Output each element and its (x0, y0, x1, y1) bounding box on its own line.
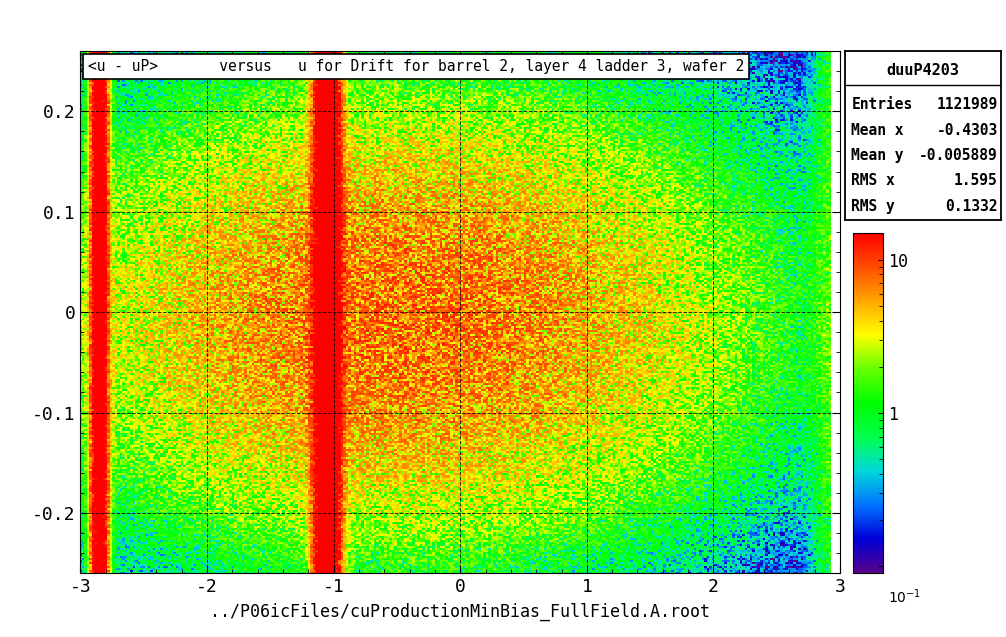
Text: 1.595: 1.595 (954, 173, 998, 189)
Text: Entries: Entries (851, 97, 912, 113)
Text: RMS x: RMS x (851, 173, 895, 189)
Text: 1121989: 1121989 (937, 97, 998, 113)
Text: 0.1332: 0.1332 (946, 199, 998, 214)
Text: RMS y: RMS y (851, 199, 895, 214)
Text: -0.4303: -0.4303 (937, 123, 998, 138)
Text: $10^{-1}$: $10^{-1}$ (887, 587, 920, 606)
Text: Mean y: Mean y (851, 148, 903, 163)
Text: duuP4203: duuP4203 (886, 63, 960, 78)
Text: -0.005889: -0.005889 (919, 148, 998, 163)
X-axis label: ../P06icFiles/cuProductionMinBias_FullField.A.root: ../P06icFiles/cuProductionMinBias_FullFi… (210, 603, 710, 621)
Text: <u - uP>       versus   u for Drift for barrel 2, layer 4 ladder 3, wafer 2: <u - uP> versus u for Drift for barrel 2… (89, 59, 744, 74)
Text: Mean x: Mean x (851, 123, 903, 138)
